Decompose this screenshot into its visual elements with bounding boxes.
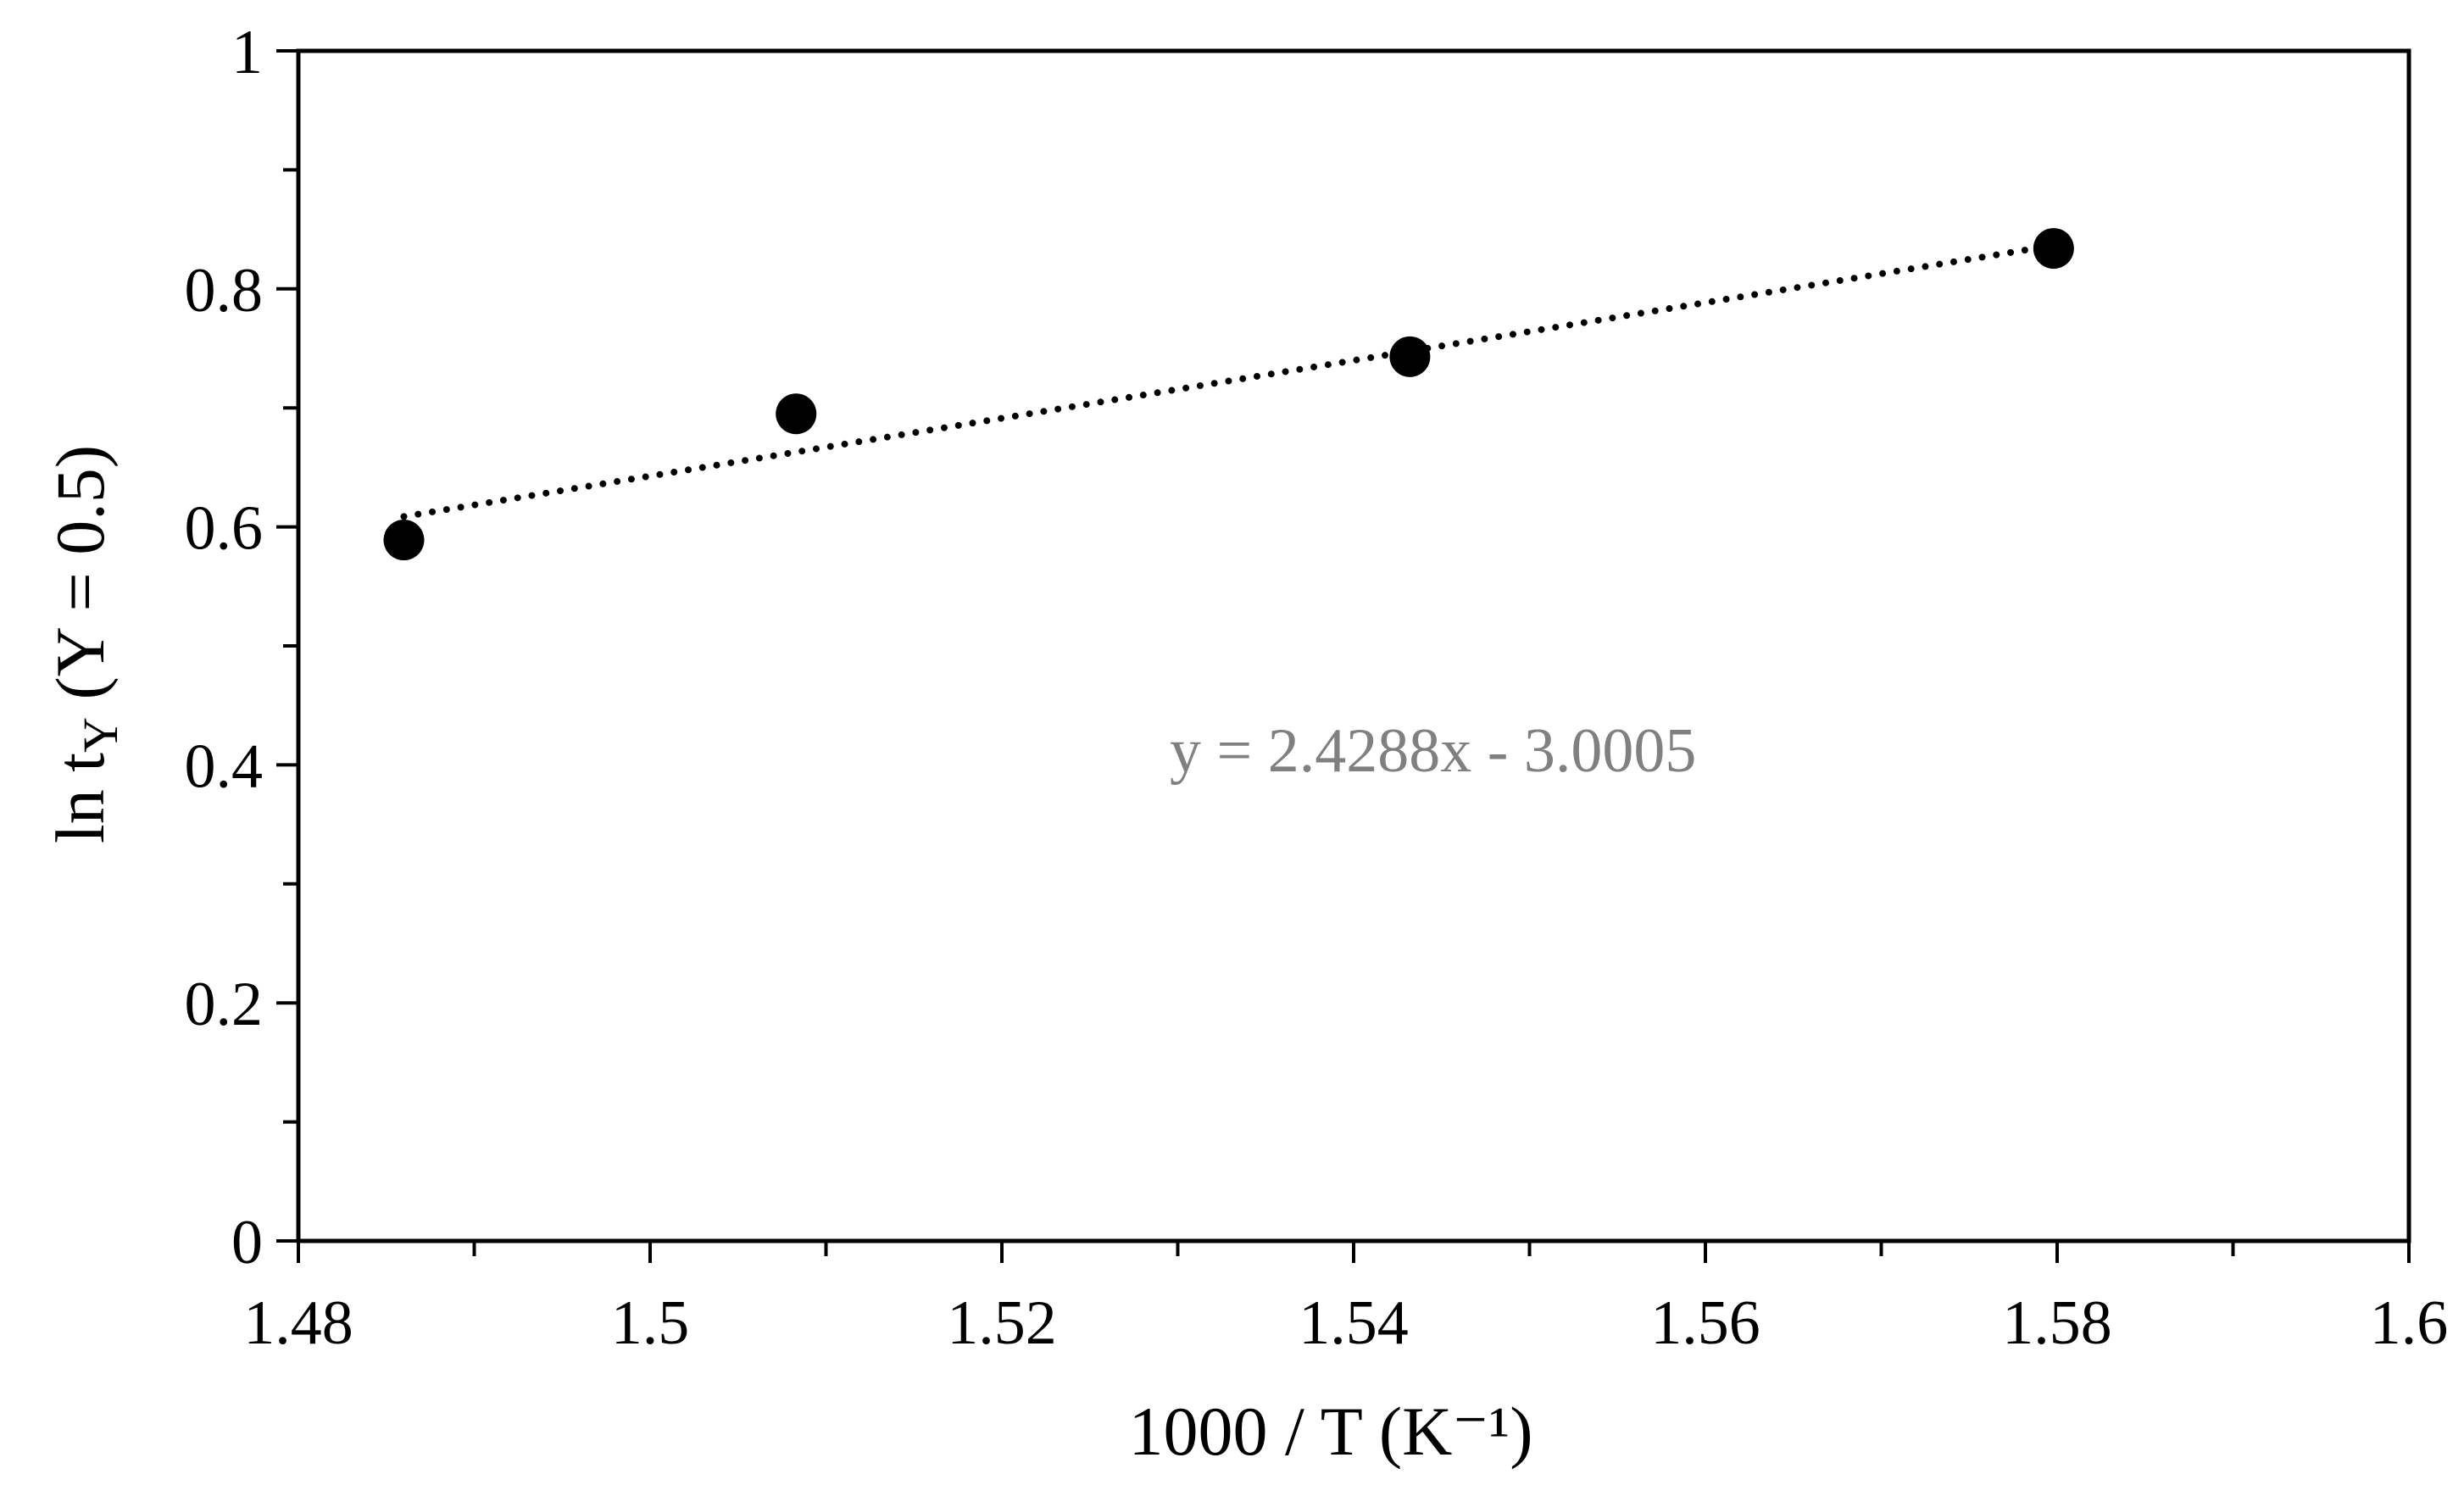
y-axis-title-suffix: (Y = 0.5)	[42, 445, 119, 717]
data-points	[383, 228, 2074, 561]
y-axis-title: ln tY (Y = 0.5)	[42, 445, 128, 843]
x-tick-label: 1.5	[611, 1288, 690, 1358]
x-tick-label: 1.58	[2002, 1288, 2112, 1358]
plot-border	[296, 48, 2411, 1243]
minor-ticks	[283, 168, 2235, 1256]
plot-area	[296, 48, 2411, 1243]
x-tick-label: 1.6	[2370, 1288, 2449, 1358]
y-axis-title-main: ln t	[42, 753, 119, 843]
x-tick-label: 1.56	[1650, 1288, 1760, 1358]
data-point	[1389, 336, 1431, 377]
x-tick-labels: 1.48 1.5 1.52 1.54 1.56 1.58 1.6	[243, 1288, 2448, 1358]
y-tick-label: 0	[231, 1208, 263, 1277]
x-tick-label: 1.48	[243, 1288, 353, 1358]
y-tick-label: 0.6	[185, 494, 264, 564]
x-tick-label: 1.52	[947, 1288, 1057, 1358]
major-ticks	[276, 49, 2411, 1263]
y-tick-label: 0.2	[185, 970, 264, 1039]
y-tick-labels: 0 0.2 0.4 0.6 0.8 1	[185, 18, 264, 1277]
data-point	[2033, 228, 2074, 270]
data-point	[383, 520, 425, 561]
trendline	[400, 242, 2057, 520]
data-point	[776, 393, 817, 435]
trendline-equation: y = 2.4288x - 3.0005	[1170, 716, 1696, 786]
trendline-group	[400, 242, 2057, 520]
x-tick-label: 1.54	[1299, 1288, 1409, 1358]
y-tick-label: 0.4	[185, 732, 264, 801]
y-axis-title-subscript: Y	[73, 717, 128, 753]
x-axis-title: 1000 / T (K⁻¹)	[1128, 1393, 1532, 1470]
y-tick-label: 1	[231, 18, 263, 87]
y-tick-label: 0.8	[185, 256, 264, 325]
